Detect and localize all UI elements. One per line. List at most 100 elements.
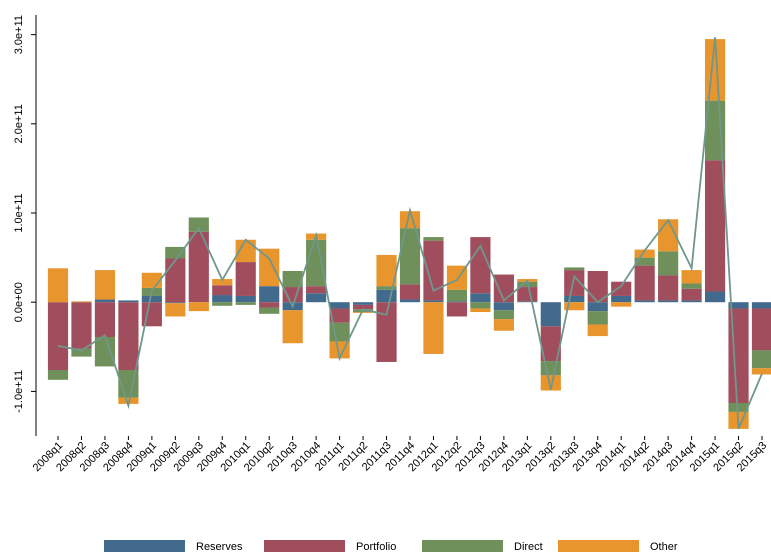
bar-segment (376, 286, 397, 290)
bar-segment (71, 348, 92, 357)
bar-segment (587, 270, 608, 303)
legend-label: Direct (514, 541, 543, 552)
bar-segment (376, 289, 397, 303)
bar-segment (235, 295, 256, 303)
bar-segment (658, 275, 679, 301)
bar-segment (329, 302, 350, 309)
bar-segment (399, 284, 421, 300)
bar-segment (587, 311, 608, 325)
bar-segment (540, 302, 561, 327)
bar-segment (306, 286, 327, 294)
bar-segment (259, 286, 280, 303)
bar-segment (47, 302, 69, 370)
bar-segment (470, 237, 491, 294)
bar-segment (658, 300, 679, 303)
bar-segment (47, 369, 69, 380)
bar-segment (376, 302, 397, 362)
bar-segment (658, 251, 679, 276)
bar-segment (259, 307, 280, 314)
bar-segment (399, 228, 421, 285)
bar-segment (517, 287, 538, 302)
bar-segment (188, 217, 209, 232)
bar-segment (235, 239, 256, 263)
bar-segment (728, 302, 749, 309)
bar-segment (540, 375, 561, 391)
bar-segment (493, 319, 514, 331)
legend-label: Reserves (196, 541, 243, 552)
bar-segment (306, 293, 327, 303)
bar-segment (212, 285, 233, 296)
bar-segment (212, 279, 233, 286)
bar-segment (282, 310, 303, 344)
bar-segment (94, 299, 116, 303)
bar-segment (446, 289, 468, 302)
bar-segment (165, 302, 186, 304)
bar-segment (611, 302, 632, 307)
bar-segment (94, 302, 116, 337)
bar-segment (634, 265, 655, 301)
bar-segment (141, 302, 162, 327)
bar-segment (165, 303, 186, 317)
bar-segment (71, 301, 92, 303)
y-tick-label: 3.0e+11 (13, 15, 25, 54)
bar-segment (141, 295, 162, 303)
bar-segment (564, 302, 585, 311)
bar-segment (235, 302, 256, 305)
bar-segment (751, 302, 771, 309)
bar-segment (681, 300, 702, 303)
bar-segment (446, 301, 468, 303)
bar-segment (681, 270, 702, 284)
bar-segment (470, 302, 491, 309)
bar-segment (751, 368, 771, 375)
bar-segment (423, 237, 444, 241)
legend-swatch (104, 540, 185, 552)
bar-segment (564, 295, 585, 303)
bar-segment (376, 254, 397, 287)
bar-segment (188, 302, 209, 312)
bar-segment (399, 299, 421, 303)
bar-segment (634, 257, 655, 266)
legend-swatch (422, 540, 503, 552)
bar-segment (94, 270, 116, 300)
bar-segment (540, 326, 561, 362)
bar-segment (681, 288, 702, 301)
bar-segment (282, 287, 303, 303)
bar-segment (165, 258, 186, 303)
y-tick-label: 2.0e+11 (13, 104, 25, 143)
legend-swatch (558, 540, 639, 552)
bar-segment (587, 324, 608, 337)
bar-segment (352, 312, 374, 313)
bar-segment (470, 293, 491, 303)
bar-segment (493, 310, 514, 320)
bar-segment (47, 268, 69, 303)
bar-segment (470, 308, 491, 313)
bar-segment (399, 211, 421, 229)
bar-segment (681, 283, 702, 289)
y-tick-label: 1.0e+11 (13, 193, 25, 232)
bar-segment (352, 302, 374, 305)
bar-segment (704, 160, 726, 292)
bar-segment (611, 281, 632, 296)
bar-segment (282, 270, 303, 288)
bar-segment (423, 300, 444, 303)
bar-segment (517, 301, 538, 303)
bar-segment (118, 397, 139, 404)
bar-segment (446, 302, 468, 317)
bar-segment (259, 302, 280, 308)
bar-segment (540, 361, 561, 376)
bar-segment (212, 295, 233, 303)
bar-segment (329, 341, 350, 359)
bar-segment (235, 262, 256, 296)
legend-swatch (264, 540, 345, 552)
bar-segment (611, 295, 632, 303)
bar-segment (212, 302, 233, 306)
bar-segment (188, 231, 209, 303)
bar-segment (71, 302, 92, 349)
bar-segment (751, 350, 771, 369)
bar-segment (118, 302, 139, 370)
bar-segment (306, 239, 327, 287)
bar-segment (94, 336, 116, 367)
bar-segment (704, 291, 726, 303)
bar-segment (564, 267, 585, 271)
